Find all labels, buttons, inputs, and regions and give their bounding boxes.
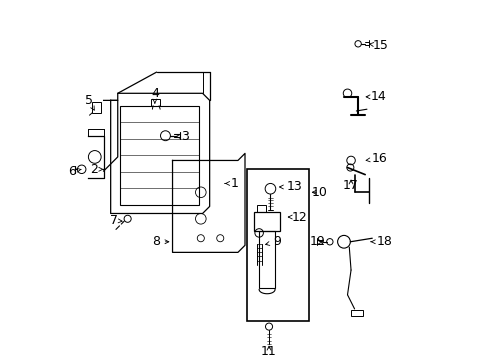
Bar: [351, 310, 364, 316]
Text: 8: 8: [152, 235, 169, 248]
Text: 6: 6: [68, 165, 81, 177]
Text: 5: 5: [85, 94, 94, 110]
Bar: [120, 106, 199, 204]
Text: 2: 2: [90, 163, 103, 176]
Text: 15: 15: [369, 39, 389, 52]
Text: 13: 13: [279, 180, 302, 193]
Bar: [247, 169, 309, 321]
Text: 16: 16: [366, 152, 388, 165]
Text: 18: 18: [371, 235, 392, 248]
Text: 3: 3: [175, 130, 189, 143]
Text: 17: 17: [343, 179, 359, 192]
Text: 12: 12: [288, 211, 308, 224]
Bar: [151, 99, 160, 106]
Bar: [257, 204, 266, 212]
Text: 9: 9: [266, 235, 281, 248]
Text: 4: 4: [151, 87, 159, 103]
Bar: [259, 231, 275, 288]
Text: 19: 19: [310, 235, 325, 248]
Text: 14: 14: [366, 90, 387, 103]
Text: 10: 10: [311, 186, 327, 199]
Text: 7: 7: [110, 214, 122, 227]
Text: 11: 11: [261, 345, 277, 358]
Bar: [254, 212, 280, 231]
Bar: [92, 102, 101, 113]
Text: 1: 1: [225, 177, 238, 190]
